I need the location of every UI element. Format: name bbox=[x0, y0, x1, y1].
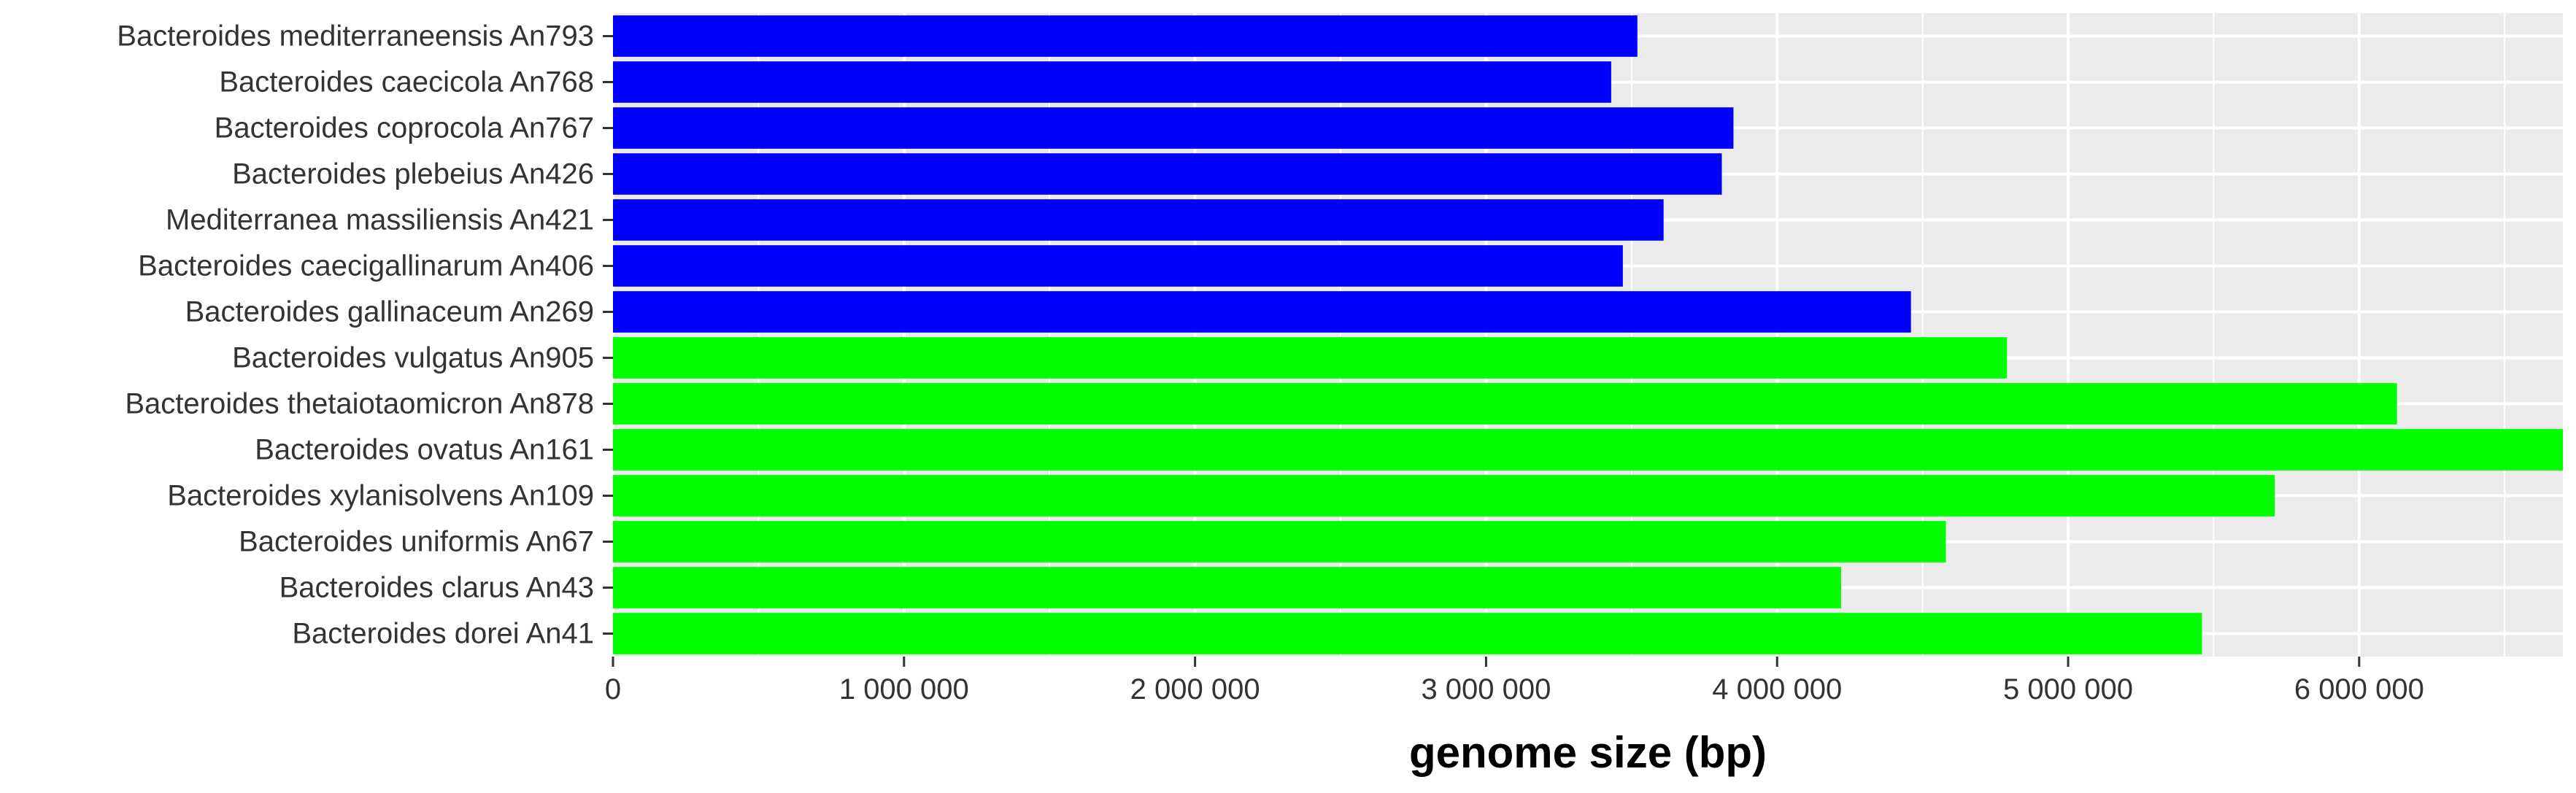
category-label: Bacteroides gallinaceum An269 bbox=[185, 296, 594, 328]
bar bbox=[613, 521, 1946, 562]
category-label: Bacteroides coprocola An767 bbox=[215, 112, 594, 144]
bar bbox=[613, 383, 2397, 425]
bar bbox=[613, 291, 1911, 333]
bars bbox=[613, 15, 2563, 654]
category-labels: Bacteroides mediterraneensis An793 Bacter… bbox=[117, 20, 613, 650]
category-label: Bacteroides caecigallinarum An406 bbox=[138, 250, 594, 282]
bar bbox=[613, 245, 1623, 287]
bar bbox=[613, 107, 1734, 149]
category-label: Bacteroides ovatus An161 bbox=[255, 434, 594, 466]
x-tick-label: 6 000 000 bbox=[2294, 673, 2424, 705]
category-label: Bacteroides thetaiotaomicron An878 bbox=[125, 388, 594, 420]
x-tick-label: 2 000 000 bbox=[1130, 673, 1260, 705]
bar bbox=[613, 337, 2008, 379]
bar bbox=[613, 567, 1841, 608]
bar bbox=[613, 153, 1722, 195]
bar bbox=[613, 475, 2275, 517]
x-tick-label: 4 000 000 bbox=[1712, 673, 1842, 705]
bar bbox=[613, 613, 2202, 654]
bar bbox=[613, 61, 1611, 103]
category-label: Bacteroides caecicola An768 bbox=[219, 66, 594, 98]
x-axis-ticks: 0 1 000 000 2 000 000 3 000 000 4 000 000 5 0… bbox=[605, 657, 2424, 705]
bar bbox=[613, 15, 1638, 57]
bar bbox=[613, 199, 1664, 241]
category-label: Bacteroides plebeius An426 bbox=[232, 158, 594, 190]
category-label: Bacteroides vulgatus An905 bbox=[232, 342, 594, 374]
x-tick-label: 1 000 000 bbox=[839, 673, 969, 705]
category-label: Bacteroides dorei An41 bbox=[292, 618, 594, 650]
x-tick-label: 3 000 000 bbox=[1421, 673, 1551, 705]
x-tick-label: 5 000 000 bbox=[2003, 673, 2133, 705]
category-label: Bacteroides xylanisolvens An109 bbox=[167, 480, 594, 512]
bar bbox=[613, 429, 2563, 471]
x-tick-label: 0 bbox=[605, 673, 621, 705]
category-label: Mediterranea massiliensis An421 bbox=[166, 204, 594, 236]
category-label: Bacteroides uniformis An67 bbox=[239, 526, 594, 558]
x-axis-title: genome size (bp) bbox=[1409, 728, 1767, 777]
category-label: Bacteroides mediterraneensis An793 bbox=[117, 20, 594, 53]
category-label: Bacteroides clarus An43 bbox=[279, 572, 594, 604]
